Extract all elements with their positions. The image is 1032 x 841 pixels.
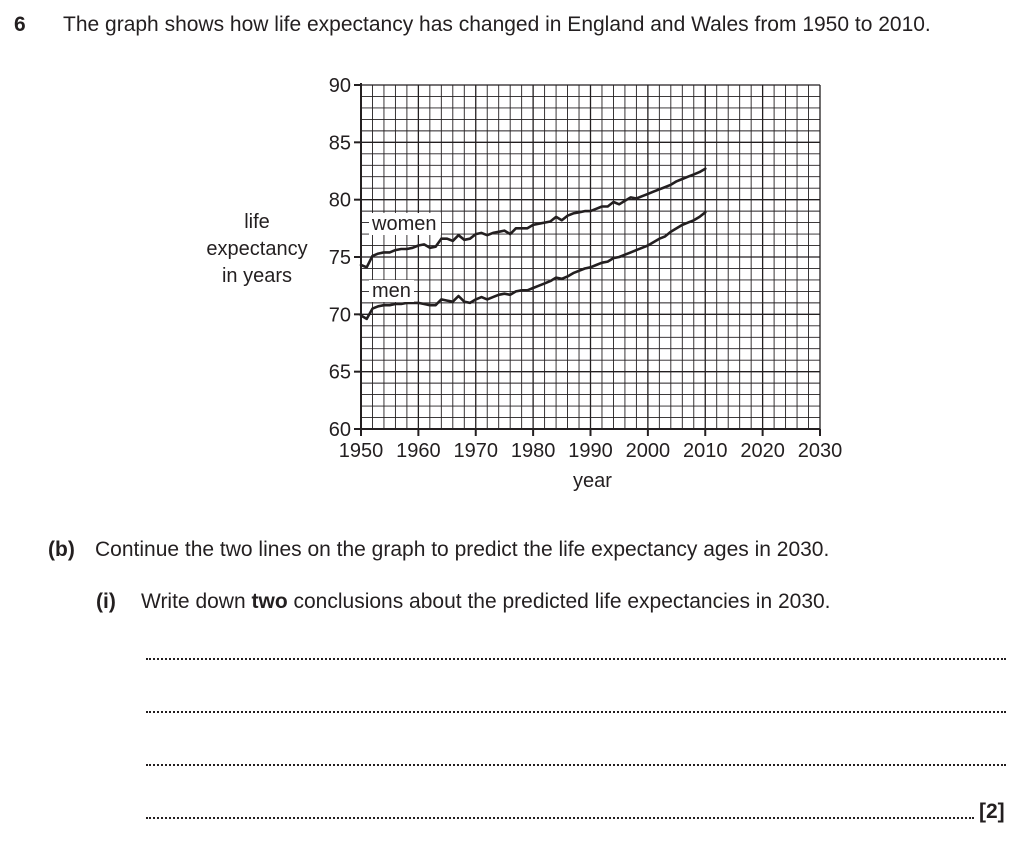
series-line-women	[359, 167, 707, 269]
y-tick-label: 80	[329, 190, 351, 212]
x-tick-label: 1970	[454, 440, 499, 462]
answer-line-3[interactable]	[146, 764, 1006, 766]
x-tick-label: 1960	[396, 440, 441, 462]
part-i-text-before: Write down	[141, 590, 252, 613]
part-b-label: (b)	[48, 538, 75, 561]
y-axis-label-line: life	[244, 211, 270, 233]
x-tick-label: 2010	[683, 440, 728, 462]
x-tick-label: 2020	[740, 440, 785, 462]
part-i-text: Write down two conclusions about the pre…	[141, 590, 831, 614]
x-tick-label: 2000	[626, 440, 671, 462]
y-tick-label: 90	[329, 75, 351, 97]
y-axis-label-line: in years	[222, 265, 292, 287]
part-i-text-after: conclusions about the predicted life exp…	[287, 590, 831, 613]
marks-indicator: [2]	[979, 800, 1005, 823]
series-label-women: women	[371, 213, 436, 235]
part-i-label: (i)	[96, 590, 116, 613]
y-tick-label: 85	[329, 132, 351, 154]
series-label-men: men	[372, 280, 411, 302]
y-tick-label: 65	[329, 362, 351, 384]
series-line-men	[359, 211, 707, 321]
question-text: The graph shows how life expectancy has …	[63, 13, 931, 36]
series-label-background	[369, 280, 414, 302]
y-tick-label: 75	[329, 247, 351, 269]
life-expectancy-chart: 60 65 70 75 80 85 90 1950 1960 1970 1980 1990 2000 20…	[206, 75, 843, 492]
y-tick-label: 60	[329, 419, 351, 441]
x-tick-label: 1980	[511, 440, 556, 462]
series-label-background	[369, 213, 441, 235]
x-tick-label: 1990	[568, 440, 613, 462]
answer-line-1[interactable]	[146, 658, 1006, 660]
question-number: 6	[14, 13, 26, 36]
y-tick-label: 70	[329, 304, 351, 326]
answer-line-4[interactable]	[146, 817, 974, 819]
part-i-text-bold: two	[251, 590, 288, 613]
answer-line-2[interactable]	[146, 711, 1006, 713]
part-b-text: Continue the two lines on the graph to p…	[95, 538, 830, 561]
x-tick-label: 2030	[798, 440, 843, 462]
y-axis-label-line: expectancy	[206, 238, 307, 260]
x-axis-label: year	[573, 470, 612, 492]
x-tick-label: 1950	[339, 440, 384, 462]
